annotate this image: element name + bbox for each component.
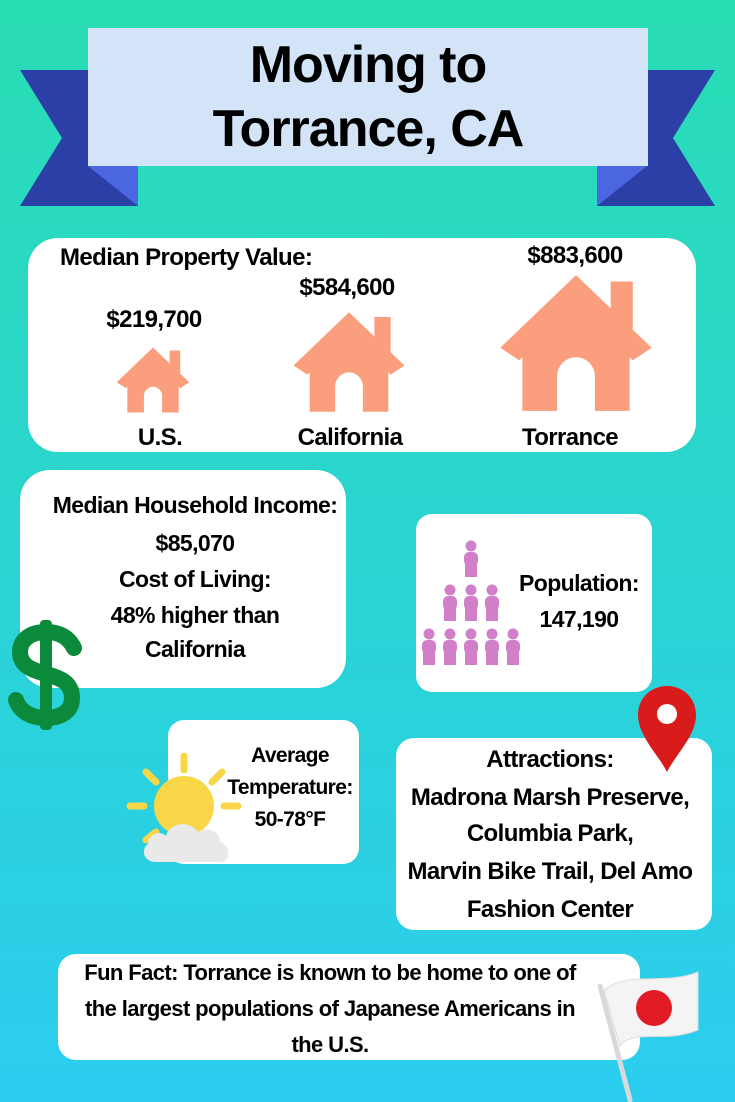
people-icon xyxy=(422,540,520,665)
dollar-icon xyxy=(8,620,82,730)
col-line-2: California xyxy=(144,636,246,662)
population-heading: Population: xyxy=(519,570,639,596)
torrance-value: $883,600 xyxy=(527,242,623,269)
funfact-card xyxy=(58,954,640,1060)
sun-cloud-icon xyxy=(126,752,242,862)
us-label: U.S. xyxy=(137,424,183,451)
funfact-line-2: the largest populations of Japanese Amer… xyxy=(85,996,576,1021)
attraction-line-3: Marvin Bike Trail, Del Amo xyxy=(407,858,694,885)
property-heading: Median Property Value: xyxy=(60,244,313,271)
title-line-1: Moving to xyxy=(249,36,488,94)
page-title: Moving to Torrance, CA xyxy=(88,28,648,166)
population-value: 147,190 xyxy=(539,606,620,632)
torrance-label: Torrance xyxy=(521,424,619,451)
temp-value: 50-78°F xyxy=(254,808,326,831)
funfact-line-3: the U.S. xyxy=(291,1032,369,1057)
attraction-line-4: Fashion Center xyxy=(466,896,634,923)
col-line-1: 48% higher than xyxy=(110,602,280,628)
title-banner xyxy=(88,28,648,166)
attractions-heading: Attractions: xyxy=(486,746,614,773)
us-value: $219,700 xyxy=(106,306,202,333)
ca-value: $584,600 xyxy=(299,274,395,301)
income-value: $85,070 xyxy=(155,530,236,556)
income-heading: Median Household Income: xyxy=(52,492,338,518)
col-heading: Cost of Living: xyxy=(119,566,272,592)
house-icon xyxy=(116,347,190,413)
house-icon xyxy=(500,275,652,411)
funfact-line-1: Fun Fact: Torrance is known to be home t… xyxy=(84,960,576,985)
attraction-line-1: Madrona Marsh Preserve, xyxy=(410,784,690,811)
attractions-card xyxy=(396,738,712,930)
temp-line-1: Average xyxy=(251,744,330,767)
ca-label: California xyxy=(297,424,403,451)
map-pin-icon xyxy=(638,686,696,772)
japan-flag-icon xyxy=(597,971,699,1102)
house-icon xyxy=(293,312,405,412)
title-line-2: Torrance, CA xyxy=(212,100,525,158)
attraction-line-2: Columbia Park, xyxy=(466,820,634,847)
temp-line-2: Temperature: xyxy=(227,776,353,799)
